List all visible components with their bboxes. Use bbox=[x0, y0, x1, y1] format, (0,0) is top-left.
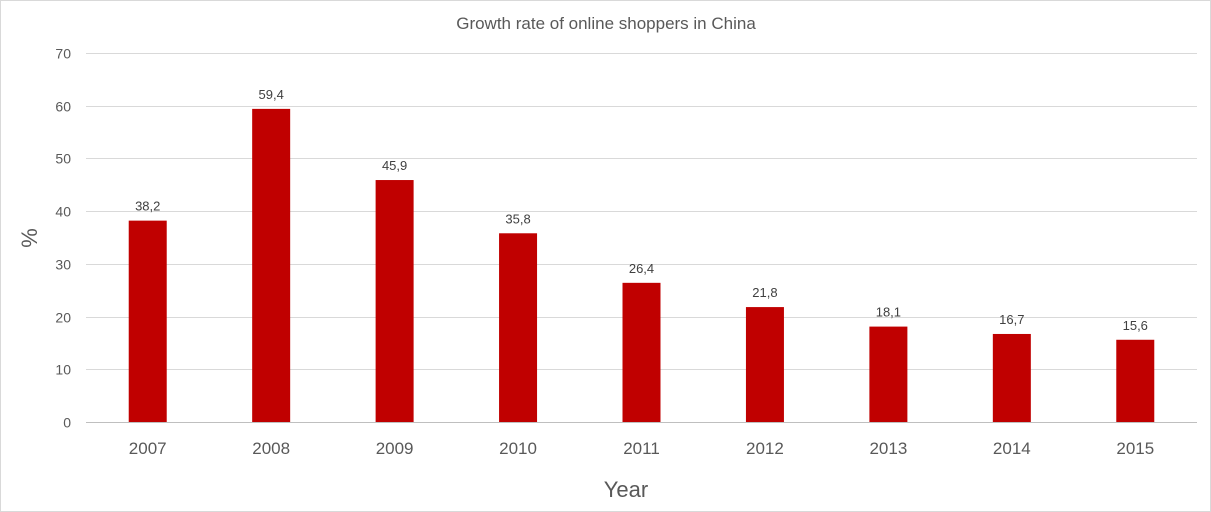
data-label: 38,2 bbox=[135, 199, 160, 214]
x-tick-label: 2013 bbox=[869, 439, 907, 458]
x-tick-label: 2007 bbox=[129, 439, 167, 458]
x-tick-label: 2010 bbox=[499, 439, 537, 458]
y-tick-label: 50 bbox=[55, 151, 71, 167]
y-tick-label: 40 bbox=[55, 204, 71, 220]
bar-2012 bbox=[745, 307, 784, 422]
y-tick-label: 0 bbox=[63, 415, 71, 431]
x-tick-label: 2009 bbox=[376, 439, 414, 458]
bar-2013 bbox=[869, 326, 908, 422]
bar-2015 bbox=[1116, 339, 1155, 422]
bar-2008 bbox=[252, 108, 291, 423]
x-axis-ticks: 2007 2008 2009 2010 2011 2012 2013 2014 2015 bbox=[129, 439, 1154, 458]
y-tick-label: 20 bbox=[55, 310, 71, 326]
data-label: 16,7 bbox=[999, 312, 1024, 327]
data-label: 35,8 bbox=[505, 211, 530, 226]
y-axis-ticks: 0 10 20 30 40 50 60 70 bbox=[55, 46, 71, 431]
data-labels: 38,2 59,4 45,9 35,8 26,4 21,8 18,1 16,7 15,6 bbox=[135, 87, 1148, 333]
y-axis-title: % bbox=[17, 228, 42, 248]
y-tick-label: 70 bbox=[55, 46, 71, 62]
bar-2014 bbox=[992, 333, 1031, 422]
x-tick-label: 2012 bbox=[746, 439, 784, 458]
bar-2011 bbox=[622, 282, 661, 422]
bar-2009 bbox=[375, 180, 414, 422]
data-label: 21,8 bbox=[752, 285, 777, 300]
x-tick-label: 2008 bbox=[252, 439, 290, 458]
data-label: 18,1 bbox=[876, 305, 901, 320]
bars bbox=[128, 108, 1155, 423]
x-tick-label: 2011 bbox=[623, 439, 660, 458]
y-tick-label: 60 bbox=[55, 99, 71, 115]
bar-2010 bbox=[499, 233, 538, 422]
data-label: 26,4 bbox=[629, 261, 654, 276]
x-tick-label: 2015 bbox=[1116, 439, 1154, 458]
data-label: 45,9 bbox=[382, 158, 407, 173]
x-tick-label: 2014 bbox=[993, 439, 1031, 458]
bar-2007 bbox=[128, 220, 167, 422]
y-tick-label: 30 bbox=[55, 257, 71, 273]
chart-title: Growth rate of online shoppers in China bbox=[456, 14, 756, 33]
x-axis-title: Year bbox=[604, 477, 648, 502]
data-label: 59,4 bbox=[259, 87, 284, 102]
data-label: 15,6 bbox=[1123, 318, 1148, 333]
y-tick-label: 10 bbox=[55, 362, 71, 378]
